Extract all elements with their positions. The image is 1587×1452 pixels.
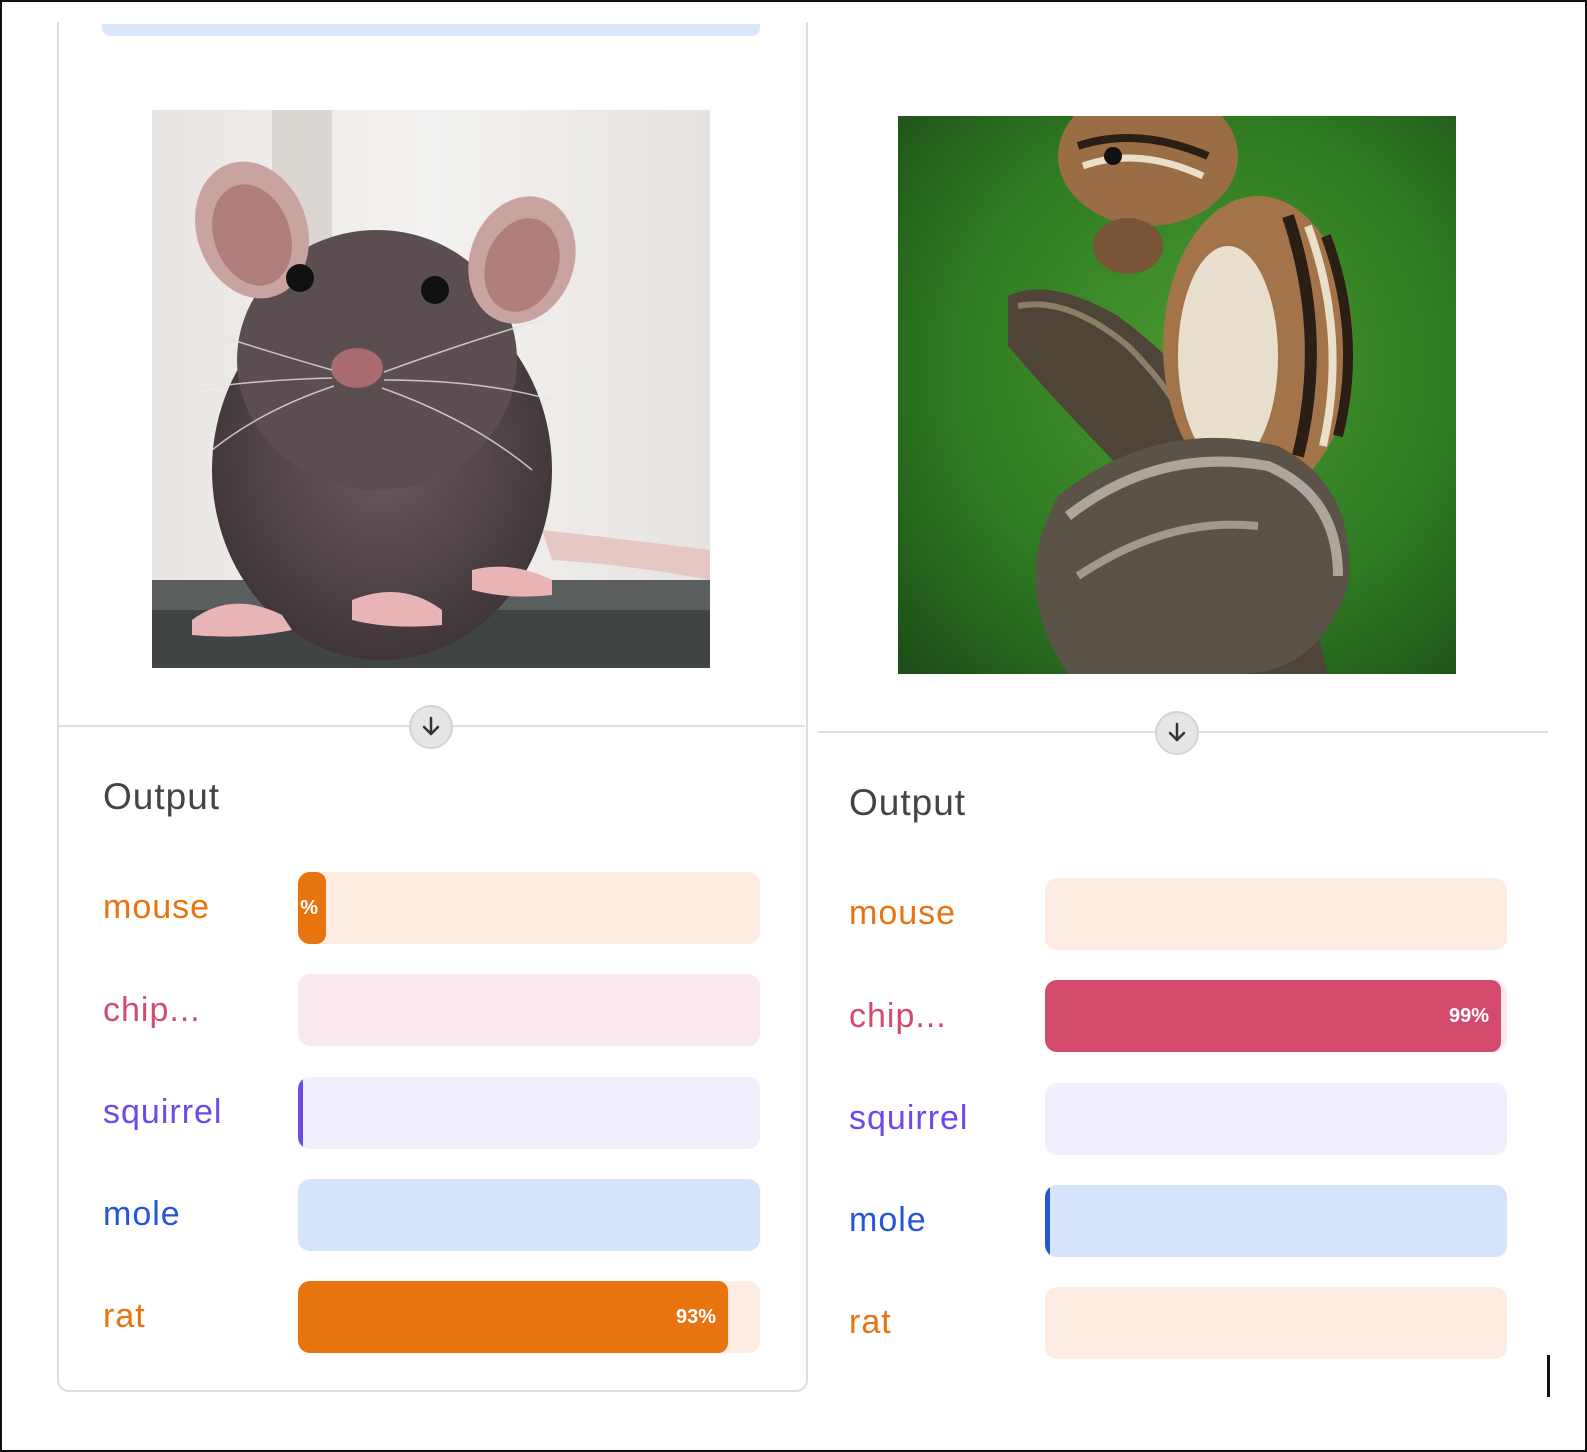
prediction-bar-mouse: % xyxy=(298,872,760,944)
prediction-bar-fill xyxy=(298,1077,303,1149)
prediction-bar-squirrel xyxy=(1045,1083,1507,1155)
chipmunk-image xyxy=(898,116,1456,674)
prediction-bar-rat: 93% xyxy=(298,1281,760,1353)
prediction-bar-fill: % xyxy=(298,872,326,944)
output-title: Output xyxy=(103,776,221,817)
arrow-down-icon[interactable] xyxy=(409,705,453,749)
prediction-label-mole: mole xyxy=(849,1201,927,1239)
prediction-label-mole: mole xyxy=(103,1195,181,1233)
prediction-bar-fill: 93% xyxy=(298,1281,728,1353)
top-strip xyxy=(102,24,760,36)
rat-image xyxy=(152,110,710,668)
prediction-bar-mouse xyxy=(1045,878,1507,950)
left-card xyxy=(57,22,808,1392)
prediction-percent: 93% xyxy=(675,1306,716,1328)
prediction-bar-rat xyxy=(1045,1287,1507,1359)
prediction-label-chip: chip... xyxy=(103,991,201,1029)
arrow-down-icon[interactable] xyxy=(1155,711,1199,755)
prediction-percent: % xyxy=(300,897,318,919)
prediction-bar-fill: 99% xyxy=(1045,980,1501,1052)
prediction-label-squirrel: squirrel xyxy=(849,1099,969,1137)
prediction-bar-mole xyxy=(1045,1185,1507,1257)
output-title: Output xyxy=(849,782,967,823)
prediction-percent: 99% xyxy=(1448,1005,1489,1027)
prediction-bar-chip: 99% xyxy=(1045,980,1507,1052)
prediction-label-mouse: mouse xyxy=(849,894,957,932)
text-cursor xyxy=(1547,1355,1550,1397)
prediction-bar-mole xyxy=(298,1179,760,1251)
prediction-label-mouse: mouse xyxy=(103,888,211,926)
prediction-bar-fill xyxy=(1045,1185,1050,1257)
prediction-bar-chip xyxy=(298,974,760,1046)
prediction-label-chip: chip... xyxy=(849,997,947,1035)
prediction-label-rat: rat xyxy=(849,1303,892,1341)
prediction-bar-squirrel xyxy=(298,1077,760,1149)
prediction-label-squirrel: squirrel xyxy=(103,1093,223,1131)
prediction-label-rat: rat xyxy=(103,1297,146,1335)
